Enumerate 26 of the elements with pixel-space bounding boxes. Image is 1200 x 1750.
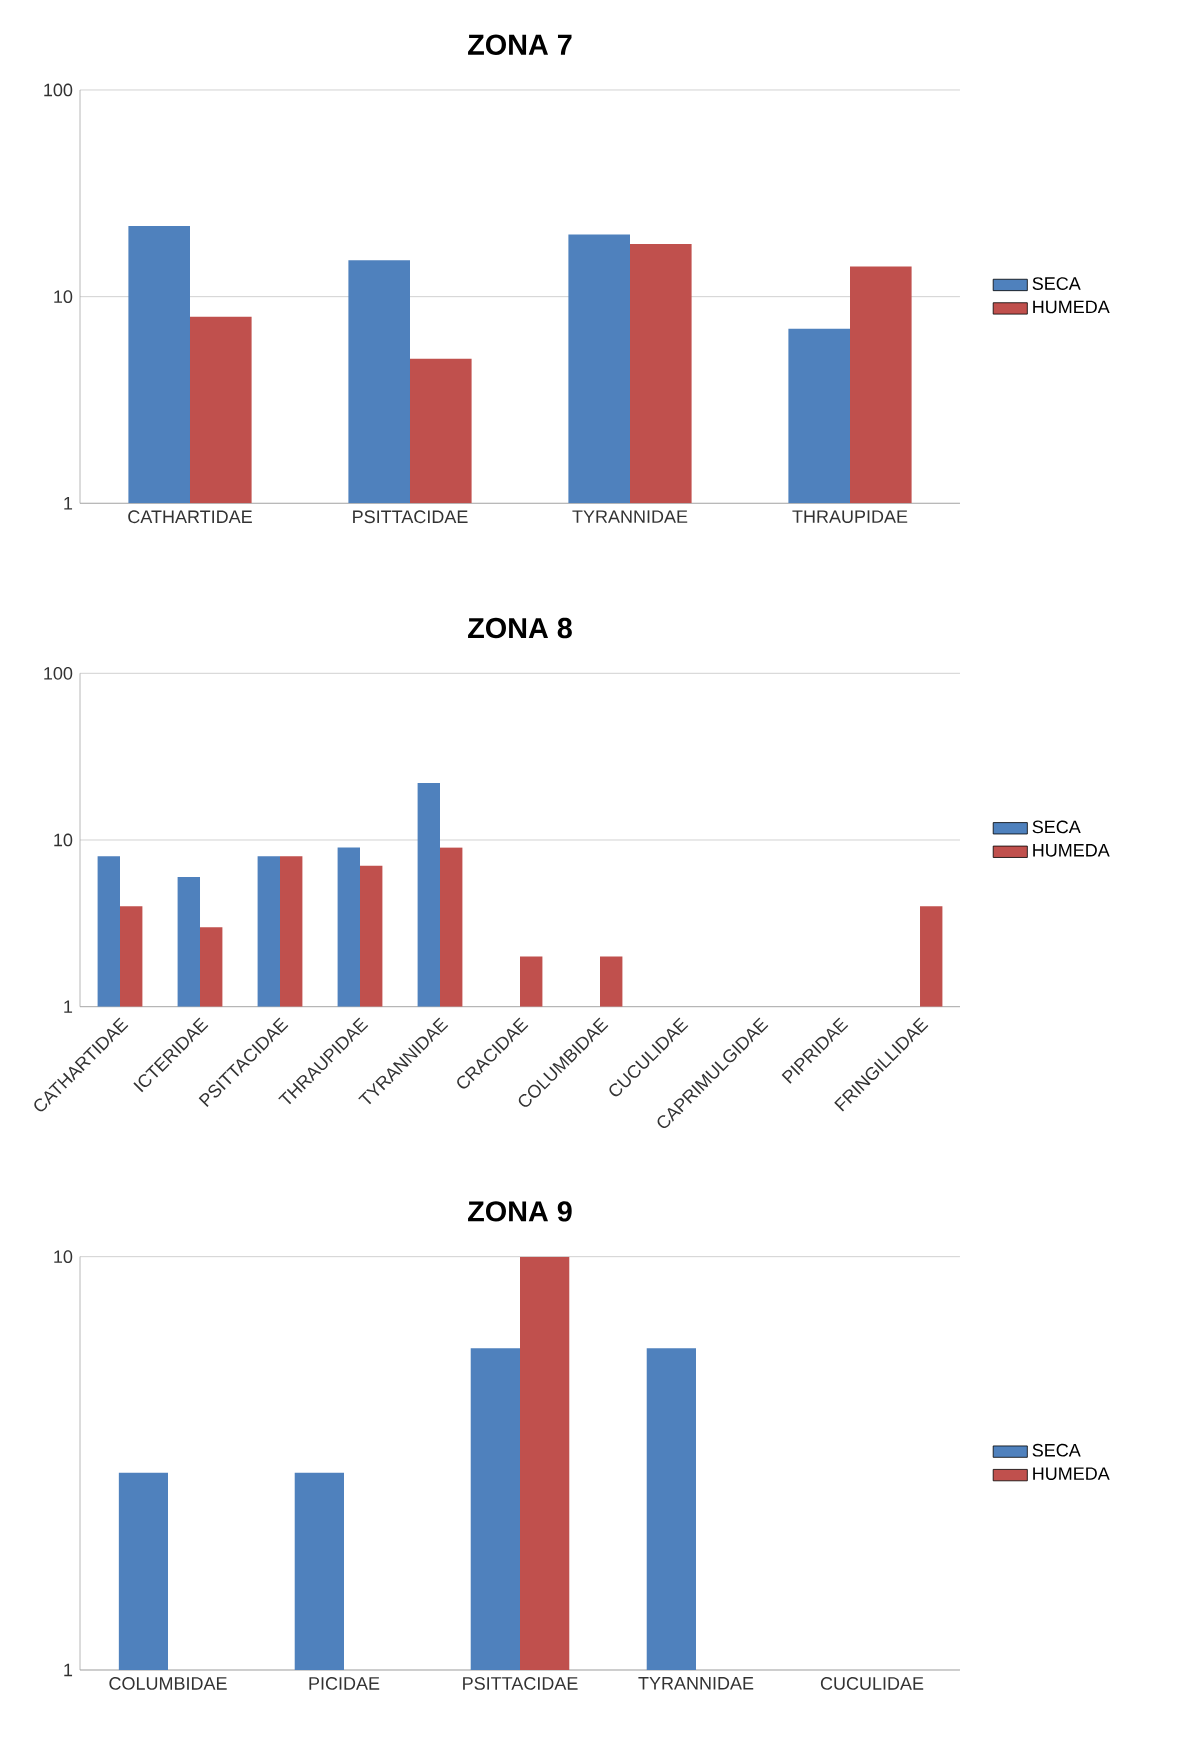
legend-label: SECA [1032,820,1081,834]
y-tick-label: 100 [44,666,73,680]
x-tick-label: PICIDAE [309,1677,380,1690]
y-tick-label: 10 [54,290,73,304]
x-tick-label: PSITTACIDAE [353,510,468,524]
y-tick-label: 10 [54,833,73,847]
chart-title: ZONA 7 [468,34,572,55]
x-tick-label: CUCULIDAE [820,1677,924,1690]
legend-label: HUMEDA [1033,300,1110,314]
x-tick-label: TYRANNIDAE [638,1677,754,1690]
x-tick-label: TYRANNIDAE [572,510,688,523]
y-tick-label: 1 [64,1663,73,1677]
y-tick-label: 100 [44,83,73,97]
y-tick-label: 1 [64,497,73,510]
legend-label: SECA [1032,277,1081,290]
legend-label: HUMEDA [1033,1467,1110,1480]
chart-title: ZONA 8 [468,617,572,639]
x-tick-label: PSITTACIDAE [463,1677,578,1690]
x-tick-label: COLUMBIDAE [109,1677,227,1690]
y-tick-label: 1 [64,1000,73,1013]
x-tick-label: CATHARTIDAE [128,510,252,524]
y-tick-label: 10 [54,1250,73,1264]
chart-title: ZONA 9 [468,1201,572,1222]
legend-label: SECA [1032,1443,1081,1457]
x-tick-label: THRAUPIDAE [792,510,908,523]
legend-label: HUMEDA [1033,844,1110,857]
